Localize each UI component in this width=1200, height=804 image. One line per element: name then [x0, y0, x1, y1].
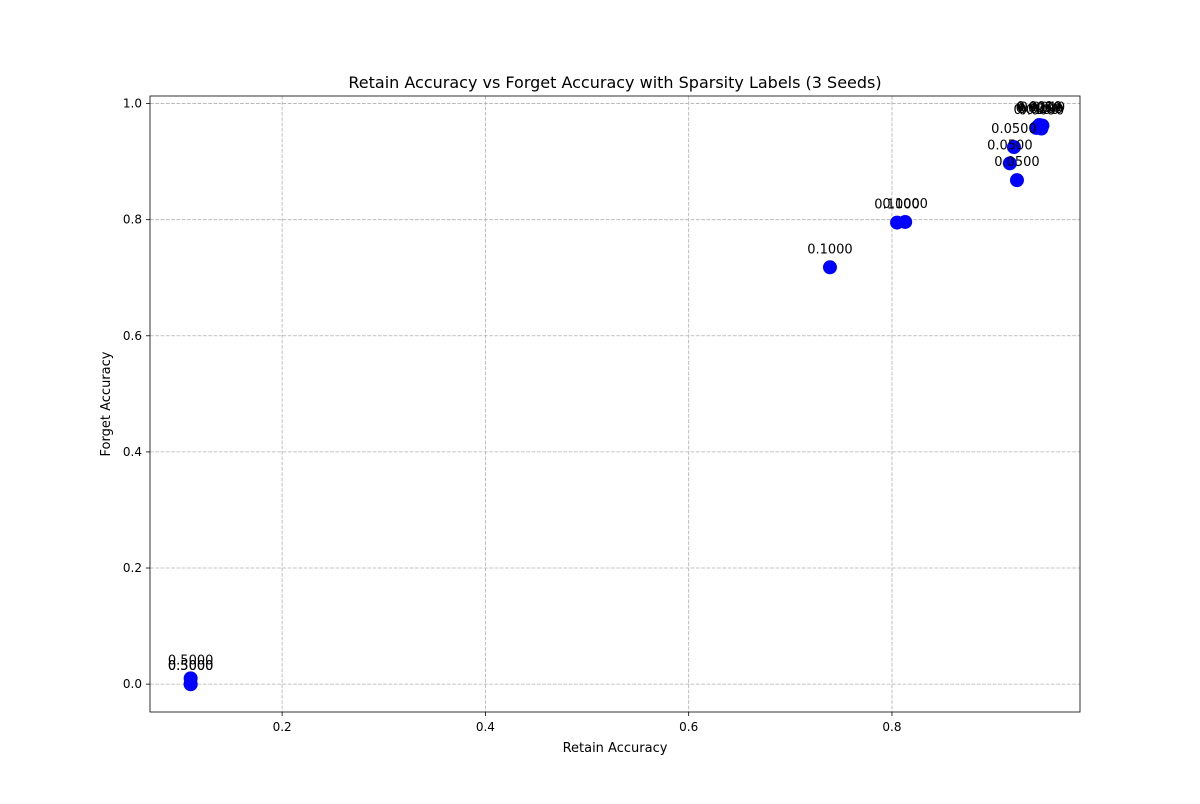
x-tick-label: 0.8: [882, 720, 901, 734]
grid-lines: [150, 96, 1080, 712]
plot-frame: [149, 95, 1081, 713]
data-point-label: 0.1000: [874, 198, 920, 213]
y-tick-label: 0.2: [123, 561, 142, 575]
data-point-label: 0.0010: [1017, 100, 1063, 115]
y-tick-label: 0.0: [123, 677, 142, 691]
data-point: [898, 214, 913, 229]
data-point-label: 0.0100: [1018, 102, 1064, 117]
data-points: [183, 118, 1050, 692]
y-tick-label: 0.4: [123, 445, 142, 459]
data-point-label: 0.0500: [987, 138, 1033, 153]
x-axis-label: Retain Accuracy: [563, 741, 668, 756]
y-tick-label: 0.8: [123, 213, 142, 227]
data-point: [1002, 156, 1017, 171]
data-point-label: 0.0050: [1019, 104, 1065, 119]
data-point-label: 0.0010: [1020, 101, 1066, 116]
data-point-label: 0.0100: [1014, 103, 1060, 118]
chart-title: Retain Accuracy vs Forget Accuracy with …: [348, 73, 881, 92]
data-point-label: 0.5000: [168, 659, 214, 674]
data-point-label: 0.1000: [807, 242, 853, 257]
y-axis-label: Forget Accuracy: [99, 351, 114, 456]
data-point-label: 0.1000: [882, 197, 928, 212]
x-tick-label: 0.2: [273, 720, 292, 734]
x-tick-label: 0.4: [476, 720, 495, 734]
data-point: [1006, 140, 1021, 155]
point-labels: 0.50000.50000.50000.10000.10000.10000.05…: [168, 100, 1065, 674]
data-point-label: 0.5000: [168, 653, 214, 668]
y-tick-label: 0.6: [123, 329, 142, 343]
x-tick-label: 0.6: [679, 720, 698, 734]
data-point: [1009, 173, 1024, 188]
data-point-label: 0.0050: [1016, 101, 1062, 116]
axis-ticks: 0.2 0.4 0.6 0.8 0.0 0.2 0.4 0.6 0.8 1.0: [123, 97, 902, 734]
data-point: [822, 260, 837, 275]
data-point-label: 0.5000: [168, 659, 214, 674]
data-point: [183, 671, 198, 686]
data-point-label: 0.0500: [991, 122, 1037, 137]
y-tick-label: 1.0: [123, 97, 142, 111]
data-point-label: 0.0500: [994, 155, 1040, 170]
data-point: [1035, 118, 1050, 133]
